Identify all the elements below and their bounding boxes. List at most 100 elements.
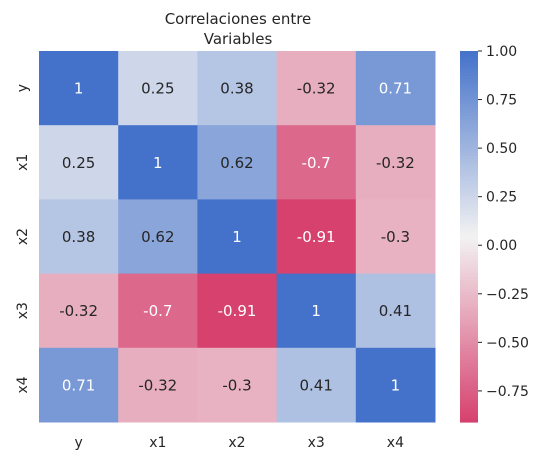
colorbar-segment [460,403,478,408]
colorbar-segment [460,205,478,210]
colorbar-segment [460,196,478,200]
colorbar-segment [460,153,478,157]
chart-title-line-1: Correlaciones entre [165,10,312,28]
cell-annotation: 0.38 [62,228,95,246]
heatmap-cell [355,199,436,275]
colorbar-segment [460,183,478,188]
heatmap-cell [197,273,278,349]
colorbar-segment [460,239,478,244]
colorbar-tick-label: −0.75 [486,384,529,400]
colorbar-segment [460,97,478,102]
heatmap-cell [118,347,198,423]
colorbar-segment [460,279,478,284]
y-tick-label: x1 [15,154,31,171]
colorbar-segment [460,165,478,170]
cell-annotation: 0.71 [379,80,412,98]
colorbar-segment [460,251,478,256]
colorbar-segment [460,357,478,361]
chart-title-line-2: Variables [204,30,273,48]
heatmap-cell [355,273,436,349]
colorbar-segment [460,128,478,132]
colorbar-segment [460,261,478,265]
colorbar-tick-label: 0.75 [486,93,517,109]
cell-annotation: 0.41 [299,376,332,394]
colorbar-segment [460,387,478,392]
colorbar-segment [460,224,478,228]
colorbar-segment [460,122,478,126]
cell-annotation: -0.32 [376,154,415,172]
colorbar-segment [460,230,478,235]
colorbar-segment [460,171,478,176]
heatmap-cell [355,347,436,423]
x-tick-label: x2 [228,435,245,451]
heatmap-cell [276,51,357,126]
colorbar-segment [460,199,478,204]
x-tick-label: y [74,435,82,451]
cell-annotation: -0.32 [297,80,336,98]
heatmap-cell [197,125,278,200]
colorbar-segment [460,313,478,318]
heatmap-cell [118,199,198,275]
colorbar-segment [460,248,478,253]
cell-annotation: -0.32 [59,302,98,320]
colorbar-segment [460,384,478,389]
colorbar-segment [460,264,478,269]
colorbar-segment [460,233,478,238]
colorbar-segment [460,276,478,281]
colorbar-segment [460,366,478,371]
colorbar-segment [460,156,478,160]
colorbar-segment [460,267,478,272]
cell-annotation: 1 [232,228,242,246]
colorbar-segment [460,323,478,327]
colorbar-segment [460,57,478,61]
x-tick-label: x3 [308,435,325,451]
colorbar-segment [460,131,478,136]
colorbar-segment [460,78,478,83]
colorbar-segment [460,125,478,129]
heatmap-cell [39,347,119,423]
colorbar-segment [460,273,478,278]
colorbar-segment [460,406,478,411]
colorbar-segment [460,310,478,315]
colorbar-segment [460,69,478,74]
colorbar-segment [460,159,478,163]
colorbar-segment [460,301,478,306]
colorbar-segment [460,81,478,86]
colorbar-segment [460,418,478,423]
colorbar-segment [460,190,478,194]
heatmap-cell [197,51,278,126]
colorbar-segment [460,103,478,108]
heatmap-cell [276,347,357,423]
colorbar-segment [460,350,478,355]
heatmap-cell [39,273,119,349]
heatmap-cell [355,125,436,200]
heatmap-cell [276,199,357,275]
colorbar-segment [460,329,478,333]
colorbar-segment [460,298,478,303]
cell-annotation: 0.71 [62,376,95,394]
heatmap-cell [355,51,436,126]
colorbar-segment [460,245,478,250]
cell-annotation: -0.91 [297,228,336,246]
heatmap-annotations: 1 0.25 0.38 -0.32 0.71 0.25 1 0.62 -0.7 -0.32 0.38… [59,80,415,395]
colorbar-segment [460,289,478,293]
cell-annotation: 0.38 [220,80,253,98]
x-tick-label: x4 [387,435,404,451]
colorbar-tick-label: 1.00 [486,44,517,60]
colorbar-tick-label: 0.25 [486,190,517,206]
colorbar-segment [460,66,478,71]
colorbar-segment [460,400,478,405]
colorbar-tick-label: 0.50 [486,141,517,157]
colorbar-segment [460,214,478,219]
colorbar-segment [460,255,478,259]
colorbar-segment [460,134,478,139]
heatmap-cell [39,125,119,200]
y-tick-label: x3 [15,302,31,319]
colorbar-segment [460,208,478,213]
colorbar-segment [460,112,478,117]
colorbar-segment [460,100,478,105]
cell-annotation: -0.3 [222,376,251,394]
colorbar-segment [460,347,478,352]
cell-annotation: 1 [74,80,84,98]
colorbar: 1.00 0.75 0.50 0.25 0.00 −0.25 −0.50 −0.75 [460,44,529,423]
